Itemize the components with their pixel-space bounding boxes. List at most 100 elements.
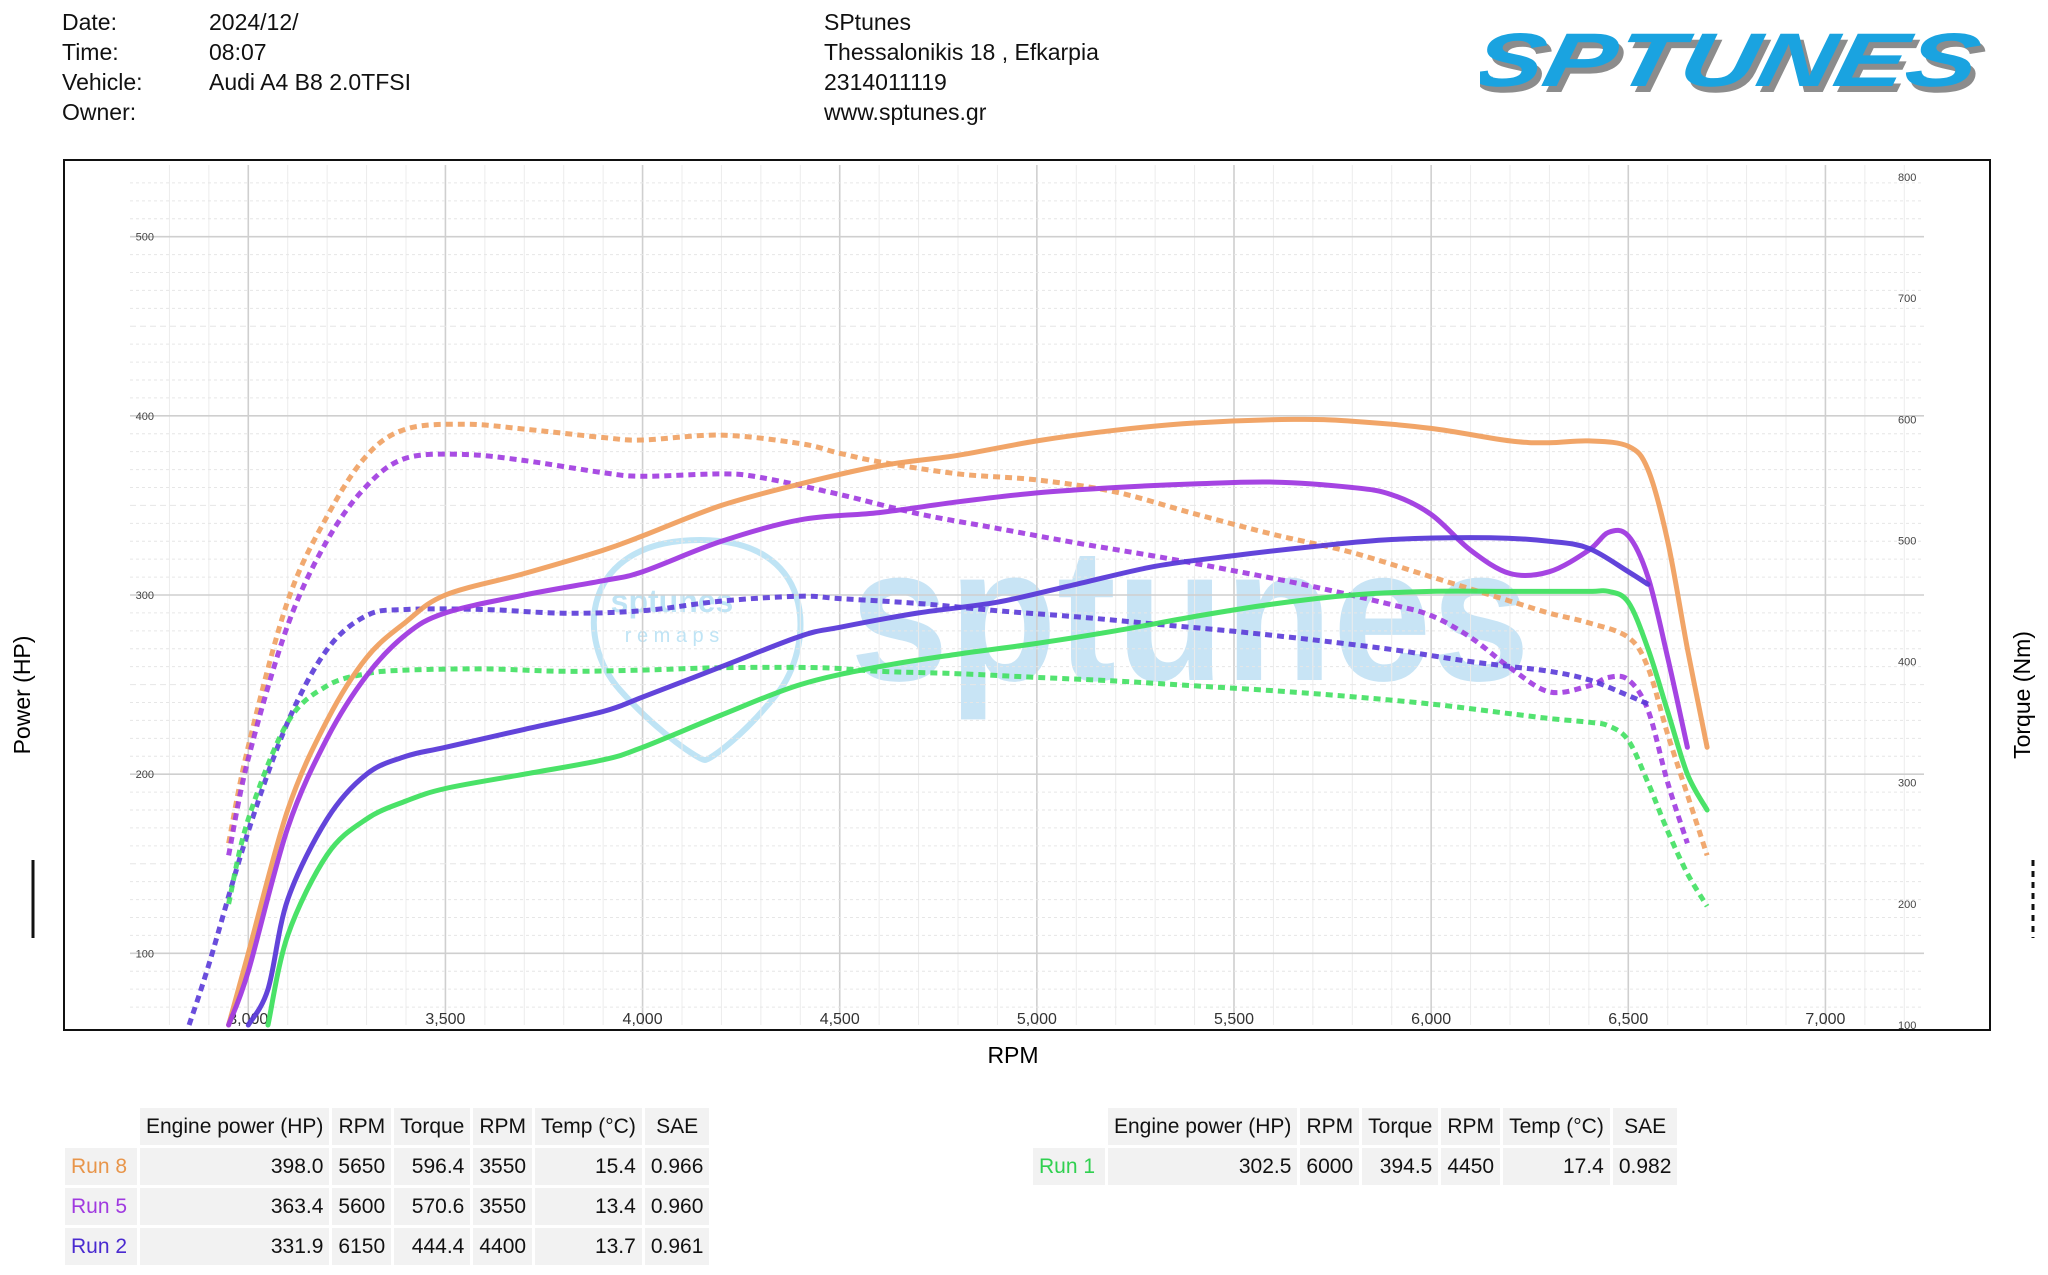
date-value: 2024/12/	[209, 9, 299, 35]
cell-torque: 596.4	[394, 1148, 471, 1185]
y2-tick-label: 300	[1898, 778, 1916, 790]
run-name: Run 5	[65, 1188, 137, 1225]
watermark-badge-text: sptunes	[611, 583, 734, 619]
cell-rpm: 3550	[473, 1148, 533, 1185]
header-values: 2024/12/ 08:07 Audi A4 B8 2.0TFSI	[209, 7, 411, 127]
table-header: Engine power (HP) RPM Torque RPM Temp (°…	[1033, 1108, 1678, 1145]
y-axis-label: Power (HP)	[9, 636, 35, 755]
col-power: Engine power (HP)	[140, 1108, 330, 1145]
dyno-chart: sptunes r e m a p s sptunes 3,000 3,500 4,…	[9, 159, 2035, 1068]
x-tick-label: 5,500	[1214, 1011, 1254, 1028]
y2-tick-label: 100	[1898, 1020, 1916, 1032]
cell-rpm: 3550	[473, 1188, 533, 1225]
y2-tick-label: 500	[1898, 535, 1916, 547]
y2-tick-label: 600	[1898, 414, 1916, 426]
col-torque: Torque	[1362, 1108, 1439, 1145]
col-rpm: RPM	[1300, 1108, 1360, 1145]
cell-power: 331.9	[140, 1228, 330, 1265]
cell-sae: 0.961	[644, 1228, 710, 1265]
y2-tick-labels: 100 200 300 400 500 600 700 800	[1898, 172, 1916, 1032]
logo-text: SPTUNES	[1480, 30, 1988, 103]
company-name: SPtunes	[824, 9, 911, 35]
x-tick-label: 7,000	[1805, 1011, 1845, 1028]
table-row: Run 5 363.4 5600 570.6 3550 13.4 0.960	[65, 1188, 710, 1225]
results-table-right: Engine power (HP) RPM Torque RPM Temp (°…	[1030, 1105, 1680, 1188]
col-rpm: RPM	[473, 1108, 533, 1145]
header-labels: Date: Time: Vehicle: Owner:	[62, 7, 143, 127]
col-sae: SAE	[1612, 1108, 1678, 1145]
col-rpm: RPM	[1441, 1108, 1501, 1145]
col-power: Engine power (HP)	[1108, 1108, 1298, 1145]
table-row: Run 8 398.0 5650 596.4 3550 15.4 0.966	[65, 1148, 710, 1185]
run-1-torque-line	[226, 664, 1710, 908]
cell-torque: 444.4	[394, 1228, 471, 1265]
cell-temp: 15.4	[535, 1148, 642, 1185]
sptunes-logo: SPTUNES SPTUNES	[1480, 30, 1992, 109]
results-table-left: Engine power (HP) RPM Torque RPM Temp (°…	[62, 1105, 712, 1268]
run-2-power-line	[245, 535, 1651, 1028]
cell-rpm: 4450	[1441, 1148, 1501, 1185]
y-tick-label: 100	[136, 948, 154, 960]
y2-tick-label: 800	[1898, 172, 1916, 184]
cell-temp: 13.7	[535, 1228, 642, 1265]
cell-rpm: 6150	[332, 1228, 392, 1265]
x-tick-label: 3,000	[228, 1011, 268, 1028]
cell-rpm: 6000	[1300, 1148, 1360, 1185]
cell-temp: 13.4	[535, 1188, 642, 1225]
watermark-badge-icon	[590, 536, 804, 764]
col-sae: SAE	[644, 1108, 710, 1145]
y-tick-label: 500	[136, 232, 154, 244]
cell-torque: 570.6	[394, 1188, 471, 1225]
x-tick-label: 5,000	[1017, 1011, 1057, 1028]
cell-sae: 0.982	[1612, 1148, 1678, 1185]
col-temp: Temp (°C)	[535, 1108, 642, 1145]
company-address: Thessalonikis 18 , Efkarpia	[824, 39, 1099, 65]
x-axis-label: RPM	[987, 1042, 1038, 1068]
time-value: 08:07	[209, 39, 267, 65]
company-info: SPtunes Thessalonikis 18 , Efkarpia 2314…	[824, 7, 1099, 127]
table-row: Run 2 331.9 6150 444.4 4400 13.7 0.961	[65, 1228, 710, 1265]
x-tick-label: 4,000	[623, 1011, 663, 1028]
run-8-torque-line	[226, 421, 1710, 857]
y-tick-labels: 100 200 300 400 500	[136, 232, 154, 961]
run-8-power-line	[226, 416, 1710, 1028]
cell-rpm: 4400	[473, 1228, 533, 1265]
logo-text-shadow: SPTUNES	[1480, 30, 1992, 109]
cell-rpm: 5600	[332, 1188, 392, 1225]
series-lines	[186, 416, 1710, 1028]
cell-power: 302.5	[1108, 1148, 1298, 1185]
col-torque: Torque	[394, 1108, 471, 1145]
y2-tick-label: 700	[1898, 293, 1916, 305]
run-2-torque-line	[186, 593, 1649, 1026]
y2-tick-label: 400	[1898, 657, 1916, 669]
x-tick-labels: 3,000 3,500 4,000 4,500 5,000 5,500 6,000 6,500…	[228, 1011, 1845, 1028]
time-label: Time:	[62, 39, 119, 65]
table-row: Run 1 302.5 6000 394.5 4450 17.4 0.982	[1033, 1148, 1678, 1185]
cell-rpm: 5650	[332, 1148, 392, 1185]
watermark: sptunes r e m a p s sptunes	[590, 509, 1530, 764]
x-tick-label: 6,000	[1411, 1011, 1451, 1028]
company-phone: 2314011119	[824, 69, 947, 95]
cell-temp: 17.4	[1503, 1148, 1610, 1185]
x-tick-label: 6,500	[1608, 1011, 1648, 1028]
y2-tick-label: 200	[1898, 899, 1916, 911]
vehicle-value: Audi A4 B8 2.0TFSI	[209, 69, 412, 95]
run-name: Run 8	[65, 1148, 137, 1185]
owner-label: Owner:	[62, 99, 137, 125]
plot-frame	[63, 159, 1991, 1031]
y-tick-label: 200	[136, 769, 154, 781]
col-temp: Temp (°C)	[1503, 1108, 1610, 1145]
col-rpm: RPM	[332, 1108, 392, 1145]
watermark-badge-subtext: r e m a p s	[625, 625, 719, 647]
run-name: Run 2	[65, 1228, 137, 1265]
cell-sae: 0.966	[644, 1148, 710, 1185]
cell-sae: 0.960	[644, 1188, 710, 1225]
cell-power: 398.0	[140, 1148, 330, 1185]
y-tick-label: 300	[136, 590, 154, 602]
y-tick-label: 400	[136, 411, 154, 423]
table-header: Engine power (HP) RPM Torque RPM Temp (°…	[65, 1108, 710, 1145]
run-5-torque-line	[226, 451, 1690, 856]
vehicle-label: Vehicle:	[62, 69, 143, 95]
x-tick-label: 4,500	[820, 1011, 860, 1028]
y2-axis-label: Torque (Nm)	[2009, 631, 2035, 759]
